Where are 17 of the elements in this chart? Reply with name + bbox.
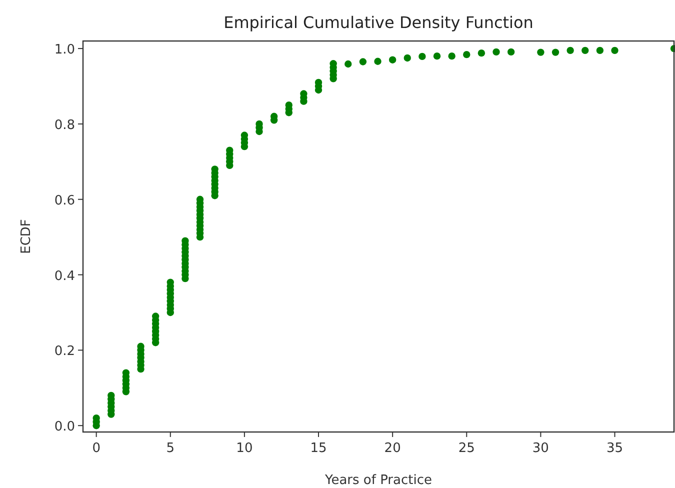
x-tick-label: 0 [92,441,100,456]
y-tick-label: 0.2 [54,344,75,360]
x-axis-title: Years of Practice [324,473,432,488]
y-tick-label: 1.0 [54,42,75,58]
x-tick-label: 20 [384,441,401,456]
y-axis-title: ECDF [19,219,34,254]
chart-title: Empirical Cumulative Density Function [224,13,534,32]
x-tick-label: 5 [166,441,175,456]
y-tick-label: 0.8 [54,118,75,133]
y-tick-label: 0.4 [54,268,75,284]
x-tick-label: 15 [310,441,327,456]
x-tick-label: 30 [532,441,549,456]
x-tick-label: 10 [236,441,253,456]
y-tick-label: 0.0 [54,420,75,435]
x-tick-label: 25 [458,441,475,456]
y-tick-label: 0.6 [54,193,75,208]
x-tick-label: 35 [606,441,624,456]
